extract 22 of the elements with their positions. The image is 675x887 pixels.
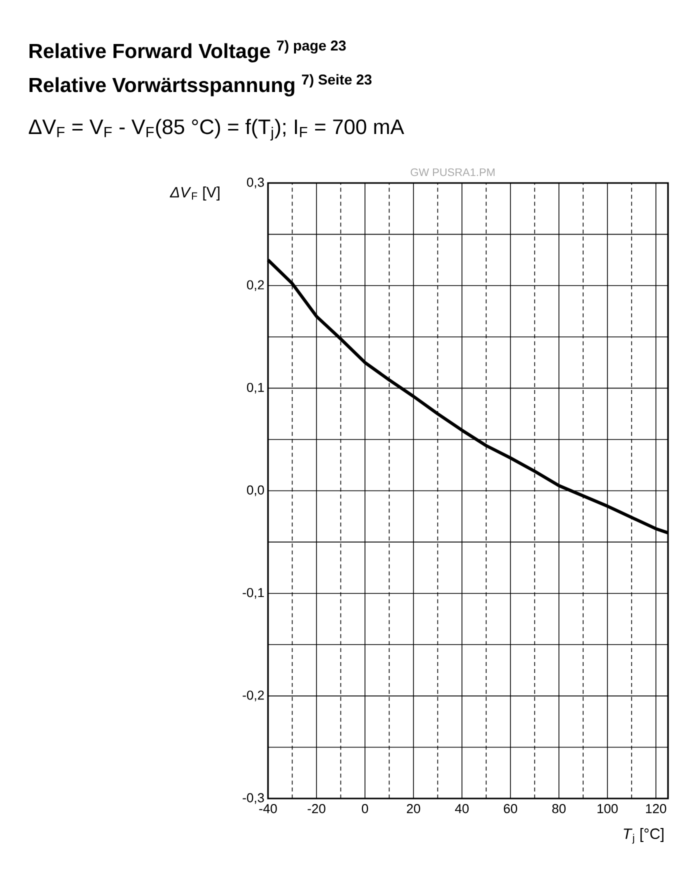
y-tick-label: 0,2 [246,280,264,291]
chart-title: Relative Forward Voltage $^{7) page 23}$ [30,40,346,62]
y-tick-label: -0,1 [242,588,264,599]
x-tick-label: -20 [308,804,326,814]
chart-subtitle: Relative Vorwärtsspannung $^{7) Seite 23}$ [30,74,372,96]
y-tick-label: 0,3 [246,178,264,188]
x-tick-label: 120 [646,804,666,814]
y-tick-label: -0,2 [242,690,264,702]
y-axis-title: ΔV$_{F}$ [V] [170,186,220,200]
x-axis-title: T$_{j}$ [°C] [624,828,664,844]
text: GW PUSRA1.PM [410,168,495,176]
x-tick-label: 60 [504,804,518,814]
x-tick-label: 80 [552,804,566,814]
y-tick-label: -0,3 [242,793,264,804]
x-tick-label: 20 [406,804,420,814]
x-tick-label: -40 [259,804,277,814]
x-tick-label: 0 [362,804,368,814]
x-tick-label: 100 [598,804,618,814]
y-tick-label: 0,1 [246,382,264,394]
x-tick-label: 40 [455,804,469,814]
y-tick-label: 0,0 [246,485,264,496]
text: ΔV$_{F}$ = V$_{F}$ - V$_{F}$(85 °C) = f(T$_{j}$); I$_{F}$ = 700 mA [28,118,404,141]
